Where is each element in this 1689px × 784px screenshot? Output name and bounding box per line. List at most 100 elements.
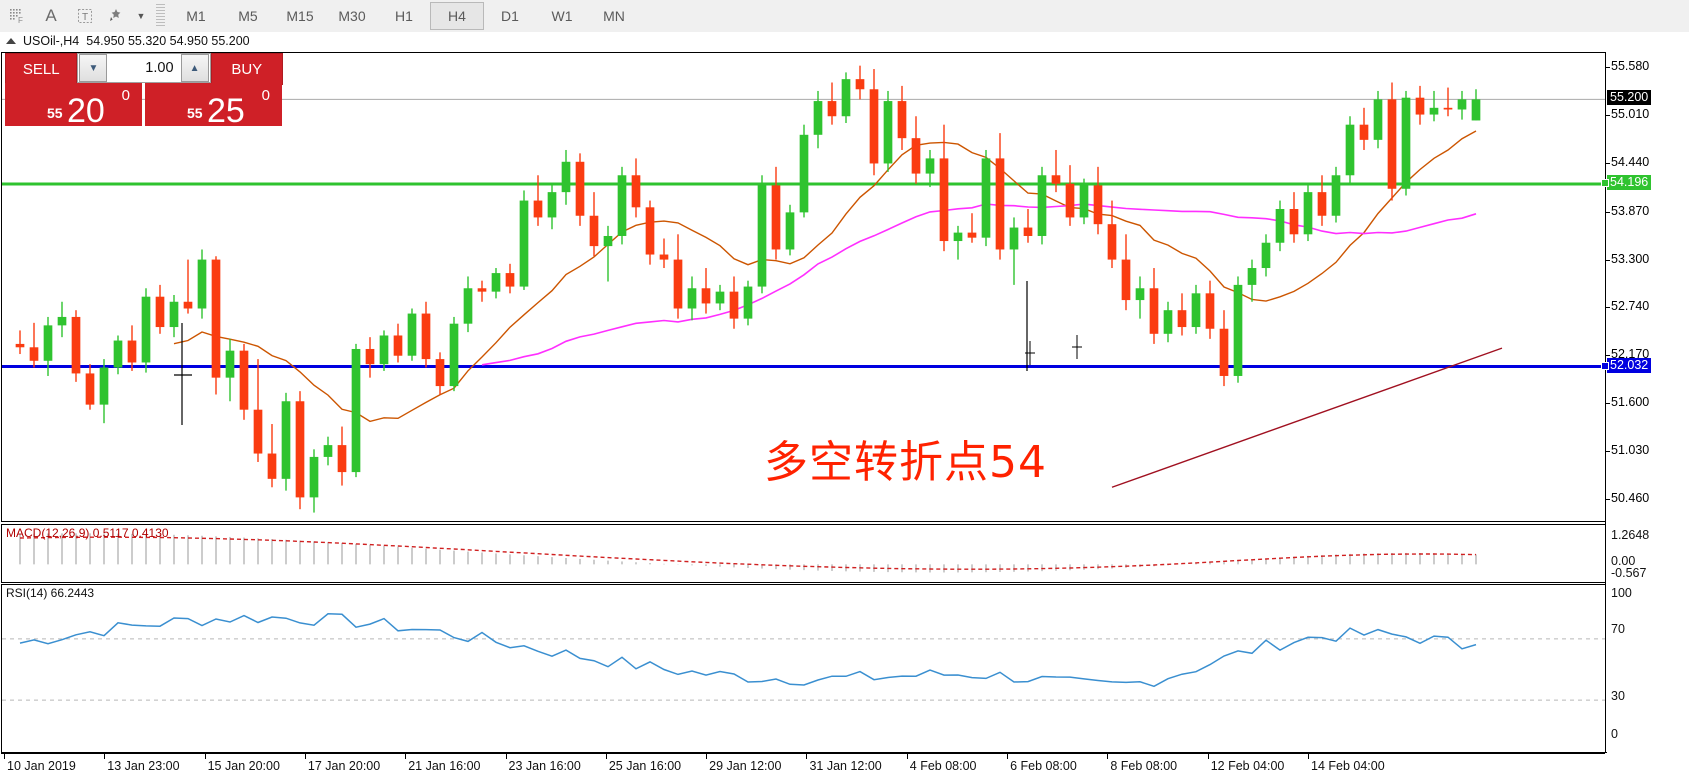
buy-price-box[interactable]: 55 25 0 (145, 83, 282, 130)
price-tick-label: 52.740 (1605, 298, 1650, 313)
price-tick-label: 55.580 (1605, 59, 1650, 74)
trade-buttons-row: SELL ▼ 1.00 ▲ BUY (5, 53, 283, 85)
buy-price-main: 25 (207, 92, 245, 130)
time-tick-mark (405, 753, 407, 759)
level-handle[interactable] (1601, 179, 1609, 188)
timeframe-d1[interactable]: D1 (501, 8, 519, 24)
volume-stepper[interactable]: ▼ 1.00 ▲ (77, 53, 211, 83)
time-tick-label: 15 Jan 20:00 (207, 759, 280, 773)
macd-scale-zero: 0.00 (1611, 554, 1636, 568)
price-tick-label: 55.010 (1605, 107, 1650, 122)
time-tick-mark (304, 753, 306, 759)
time-tick-mark (906, 753, 908, 759)
level-handle[interactable] (1601, 361, 1609, 370)
rsi-scale-70: 70 (1611, 622, 1625, 636)
timeframe-mn[interactable]: MN (603, 8, 625, 24)
rsi-plot (2, 613, 1606, 701)
price-scale[interactable]: 55.580 55.010 54.440 53.870 53.300 52.740 52.1… (1601, 52, 1689, 752)
timeframe-h4[interactable]: H4 (430, 2, 484, 30)
quote-boxes: 55 20 0 55 25 0 (5, 83, 282, 130)
blue-level-badge: 52.032 (1601, 357, 1652, 373)
rsi-scale-0: 0 (1611, 727, 1618, 741)
time-tick-label: 13 Jan 23:00 (107, 759, 180, 773)
price-tick-label: 50.460 (1605, 491, 1650, 506)
sell-price-fraction: 0 (121, 87, 130, 104)
time-tick-mark (4, 753, 5, 759)
time-tick-label: 6 Feb 08:00 (1010, 759, 1077, 773)
timeframe-h1[interactable]: H1 (395, 8, 413, 24)
toolbar-grip[interactable] (156, 4, 165, 28)
main-toolbar: F A T ▼ M1 M5 M15 M30 H1 H4 D1 W1 MN (0, 0, 1689, 33)
macd-pane[interactable]: MACD(12,26,9) 0.5117 0.4130 (1, 524, 1607, 583)
sell-button[interactable]: SELL (5, 53, 78, 85)
collapse-triangle-icon[interactable] (6, 38, 16, 44)
timeframe-w1[interactable]: W1 (551, 8, 573, 24)
timeframe-m1[interactable]: M1 (186, 8, 206, 24)
rsi-label: RSI(14) 66.2443 (6, 586, 95, 600)
macd-scale-min: -0.567 (1611, 566, 1647, 580)
chart-area: USOil-,H4 54.950 55.320 54.950 55.200 MA… (0, 32, 1689, 784)
symbol-ohlc: 54.950 55.320 54.950 55.200 (86, 34, 250, 48)
time-tick-label: 23 Jan 16:00 (508, 759, 581, 773)
chart-annotation-text[interactable]: 多空转折点54 (764, 437, 1047, 488)
buy-price-fraction: 0 (261, 87, 270, 104)
one-click-trading-panel[interactable]: SELL ▼ 1.00 ▲ BUY 55 20 0 55 25 0 (5, 53, 283, 130)
price-tick-label: 51.600 (1605, 394, 1650, 409)
macd-plot (19, 533, 1477, 573)
symbol-name: USOil-,H4 (23, 34, 80, 48)
indicator-list-icon[interactable]: F (0, 2, 34, 30)
time-tick-mark (1308, 753, 1309, 759)
time-tick-mark (806, 753, 808, 759)
macd-scale-max: 1.2648 (1611, 528, 1650, 542)
price-tick-label: 54.440 (1605, 155, 1650, 170)
price-tick-label: 53.300 (1605, 251, 1650, 266)
chevron-down-icon[interactable]: ▼ (136, 11, 146, 21)
time-tick-mark (104, 753, 106, 759)
time-tick-label: 12 Feb 04:00 (1210, 759, 1285, 773)
time-tick-label: 25 Jan 16:00 (608, 759, 682, 773)
rsi-scale-30: 30 (1611, 689, 1625, 703)
volume-input[interactable]: 1.00 (145, 60, 174, 76)
time-tick-label: 29 Jan 12:00 (709, 759, 782, 773)
price-tick-label: 53.870 (1605, 203, 1650, 218)
volume-increment-button[interactable]: ▲ (180, 54, 209, 82)
buy-price-prefix: 55 (187, 105, 203, 121)
time-tick-label: 31 Jan 12:00 (809, 759, 882, 773)
time-tick-label: 14 Feb 04:00 (1311, 759, 1385, 773)
volume-decrement-button[interactable]: ▼ (79, 54, 108, 82)
time-tick-mark (505, 753, 507, 759)
time-tick-label: 4 Feb 08:00 (909, 759, 977, 773)
time-tick-mark (1107, 753, 1109, 759)
timeframe-m30[interactable]: M30 (338, 8, 366, 24)
price-tick-label: 52.170 (1605, 346, 1650, 361)
time-tick-mark (1007, 753, 1009, 759)
text-object-icon[interactable]: T (68, 2, 102, 30)
price-pane[interactable] (1, 52, 1607, 522)
price-tick-label: 51.030 (1605, 443, 1650, 457)
time-tick-mark (706, 753, 708, 759)
time-tick-mark (1207, 753, 1209, 759)
rsi-pane[interactable]: RSI(14) 66.2443 (1, 584, 1607, 753)
timeframe-m15[interactable]: M15 (286, 8, 314, 24)
text-label-icon[interactable]: A (45, 6, 57, 25)
time-tick-mark (605, 753, 607, 759)
svg-text:T: T (82, 12, 88, 23)
time-tick-label: 17 Jan 20:00 (307, 759, 381, 773)
time-tick-label: 10 Jan 2019 (7, 759, 76, 773)
objects-icon[interactable] (102, 2, 128, 30)
buy-button[interactable]: BUY (210, 53, 283, 85)
candlestick-plot (2, 65, 1606, 513)
time-tick-label: 21 Jan 16:00 (408, 759, 481, 773)
svg-text:F: F (18, 16, 23, 25)
sell-price-prefix: 55 (47, 105, 63, 121)
current-price-badge: 55.200 (1607, 90, 1652, 106)
time-tick-mark (204, 753, 206, 759)
time-tick-label: 8 Feb 08:00 (1110, 759, 1178, 773)
sell-price-main: 20 (67, 92, 105, 130)
green-level-badge: 54.196 (1601, 175, 1652, 191)
time-scale[interactable]: 10 Jan 2019 13 Jan 23:00 15 Jan 20:00 17 Ja… (1, 753, 1605, 784)
sell-price-box[interactable]: 55 20 0 (5, 83, 142, 130)
timeframe-m5[interactable]: M5 (238, 8, 258, 24)
macd-label: MACD(12,26,9) 0.5117 0.4130 (6, 526, 169, 540)
